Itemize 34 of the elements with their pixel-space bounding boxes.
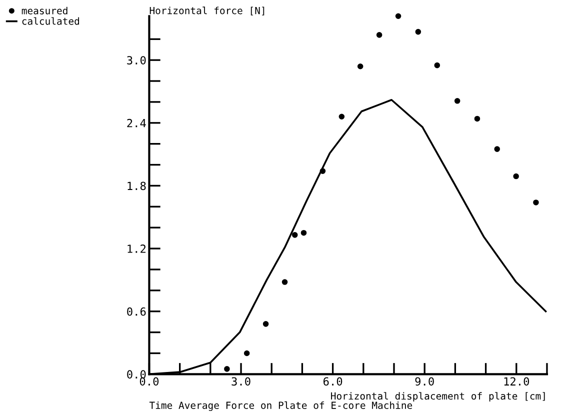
y-tick-label: 0.0 [127, 370, 146, 379]
point [395, 13, 402, 19]
y-axis-title: Horizontal force [N] [150, 6, 264, 16]
y-tick-label: 3.0 [127, 56, 146, 64]
x-tick-label: 9.0 [415, 377, 434, 386]
point [320, 168, 326, 174]
point [244, 350, 250, 356]
point [533, 200, 539, 206]
x-tick-label: 0.0 [140, 377, 159, 386]
text: Time Average Force on Plate of E-core Machine [149, 401, 412, 411]
legend-label: measured [22, 6, 68, 14]
x-axis-title: Horizontal displacement of plate [cm] [331, 392, 545, 402]
point [454, 98, 460, 104]
point [376, 32, 382, 38]
legend-label: calculated [22, 17, 80, 25]
point [338, 114, 345, 120]
point [292, 232, 298, 238]
y-tick-label: 2.4 [127, 118, 146, 128]
x-tick-label: 12.0 [504, 377, 530, 386]
point [494, 146, 500, 152]
point [474, 116, 480, 122]
point [434, 62, 440, 68]
point [357, 63, 364, 70]
point [282, 279, 288, 285]
point [513, 173, 519, 180]
point [300, 230, 307, 236]
point [224, 366, 230, 372]
x-tick-label: 3.0 [232, 377, 250, 386]
y-tick-label: 1.8 [128, 182, 146, 190]
x-tick-label: 6.0 [323, 377, 342, 386]
point [415, 28, 422, 35]
point [262, 321, 269, 327]
y-tick-label: 1.2 [128, 244, 146, 253]
y-tick-label: 0.6 [127, 307, 146, 316]
